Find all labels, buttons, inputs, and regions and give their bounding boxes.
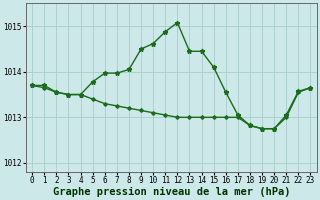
X-axis label: Graphe pression niveau de la mer (hPa): Graphe pression niveau de la mer (hPa) xyxy=(52,186,290,197)
